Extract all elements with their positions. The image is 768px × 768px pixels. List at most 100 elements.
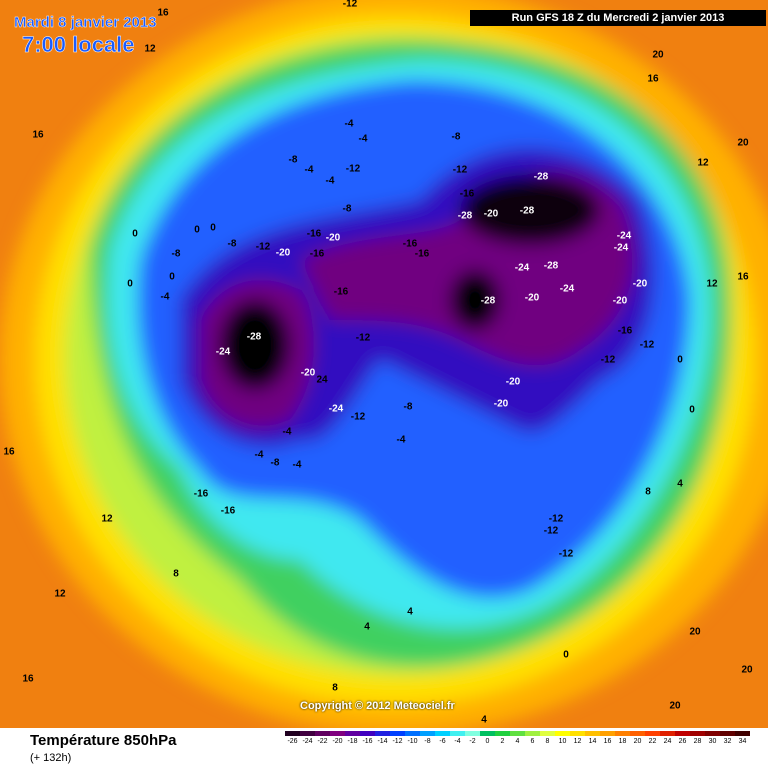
contour-label: 8 [332,683,338,694]
scale-swatch [570,731,585,736]
scale-swatch [300,731,315,736]
temperature-field [0,0,768,728]
contour-label: 4 [407,607,413,618]
scale-label: 26 [679,738,687,745]
scale-swatch [720,731,735,736]
contour-label: 12 [697,158,709,169]
contour-label: -4 [359,134,368,145]
scale-swatch [330,731,345,736]
contour-label: 12 [101,514,113,525]
scale-label: -16 [362,738,372,745]
contour-label: -24 [617,231,632,242]
scale-swatch [660,731,675,736]
contour-label: 20 [737,138,749,149]
scale-swatch [675,731,690,736]
contour-label: -12 [601,355,616,366]
scale-label: 8 [546,738,550,745]
contour-label: -20 [484,209,499,220]
contour-label: -24 [515,263,530,274]
scale-swatch [390,731,405,736]
contour-label: -16 [618,326,633,337]
contour-label: -16 [221,506,236,517]
scale-label: -4 [454,738,460,745]
contour-label: 0 [127,279,133,290]
contour-label: -8 [452,132,461,143]
contour-label: -28 [534,172,549,183]
scale-swatch [525,731,540,736]
run-info: Run GFS 18 Z du Mercredi 2 janvier 2013 [470,10,766,26]
contour-label: -28 [458,211,473,222]
contour-label: -20 [276,248,291,259]
contour-label: -8 [228,239,237,250]
scale-label: 28 [694,738,702,745]
contour-label: -4 [293,460,302,471]
scale-swatch [585,731,600,736]
contour-label: 8 [173,569,179,580]
map: -28-24-28 -20 -28-28-24-24-24 -28-24 -20-20-… [0,0,768,728]
contour-label: -12 [559,549,574,560]
contour-label: 4 [481,715,487,726]
contour-label: -4 [345,119,354,130]
contour-label: -12 [256,242,271,253]
contour-label: 16 [3,447,15,458]
contour-label: 4 [677,479,683,490]
scale-label: 30 [709,738,717,745]
scale-label: -20 [332,738,342,745]
contour-label: -8 [404,402,413,413]
scale-label: 24 [664,738,672,745]
contour-label: -4 [283,427,292,438]
scale-swatch [480,731,495,736]
contour-label: 0 [194,225,200,236]
contour-label: 0 [169,272,175,283]
contour-label: 20 [689,627,701,638]
contour-label: -4 [161,292,170,303]
contour-label: 12 [54,589,66,600]
scale-label: -6 [439,738,445,745]
scale-swatch [690,731,705,736]
contour-label: -4 [255,450,264,461]
contour-label: -20 [633,279,648,290]
contour-label: -16 [310,249,325,260]
scale-label: 22 [649,738,657,745]
scale-swatch [315,731,330,736]
scale-swatch [540,731,555,736]
scale-label: 6 [531,738,535,745]
contour-label: 20 [652,50,664,61]
scale-label: -24 [302,738,312,745]
contour-label: -8 [289,155,298,166]
valid-date: Mardi 8 janvier 2013 [14,14,157,31]
forecast-hour: (+ 132h) [30,752,72,764]
contour-label: -24 [560,284,575,295]
contour-label: 16 [157,8,169,19]
contour-label: -28 [520,206,535,217]
contour-label: -12 [351,412,366,423]
contour-label: -12 [640,340,655,351]
scale-label: -18 [347,738,357,745]
scale-label: 16 [604,738,612,745]
scale-swatch [645,731,660,736]
scale-label: 2 [501,738,505,745]
scale-label: 20 [634,738,642,745]
scale-swatch [510,731,525,736]
scale-label: 10 [559,738,567,745]
contour-label: 12 [144,44,156,55]
contour-label: -20 [506,377,521,388]
scale-swatch [615,731,630,736]
scale-label: 12 [574,738,582,745]
color-scale: -26 -24 -22 -20 -18 -16 -14 -12 -10 -8 -6 -4 -2 0 2 4 6 8… [285,731,750,745]
contour-label: -16 [194,489,209,500]
contour-label: 0 [563,650,569,661]
scale-swatch [465,731,480,736]
scale-label: -14 [377,738,387,745]
contour-label: -20 [494,399,509,410]
scale-label: 0 [486,738,490,745]
contour-label: -12 [549,514,564,525]
contour-label: 12 [706,279,718,290]
scale-label: -10 [407,738,417,745]
contour-label: -16 [334,287,349,298]
contour-label: -16 [460,189,475,200]
scale-swatch [705,731,720,736]
contour-label: -4 [397,435,406,446]
scale-swatch [420,731,435,736]
contour-label: 16 [32,130,44,141]
